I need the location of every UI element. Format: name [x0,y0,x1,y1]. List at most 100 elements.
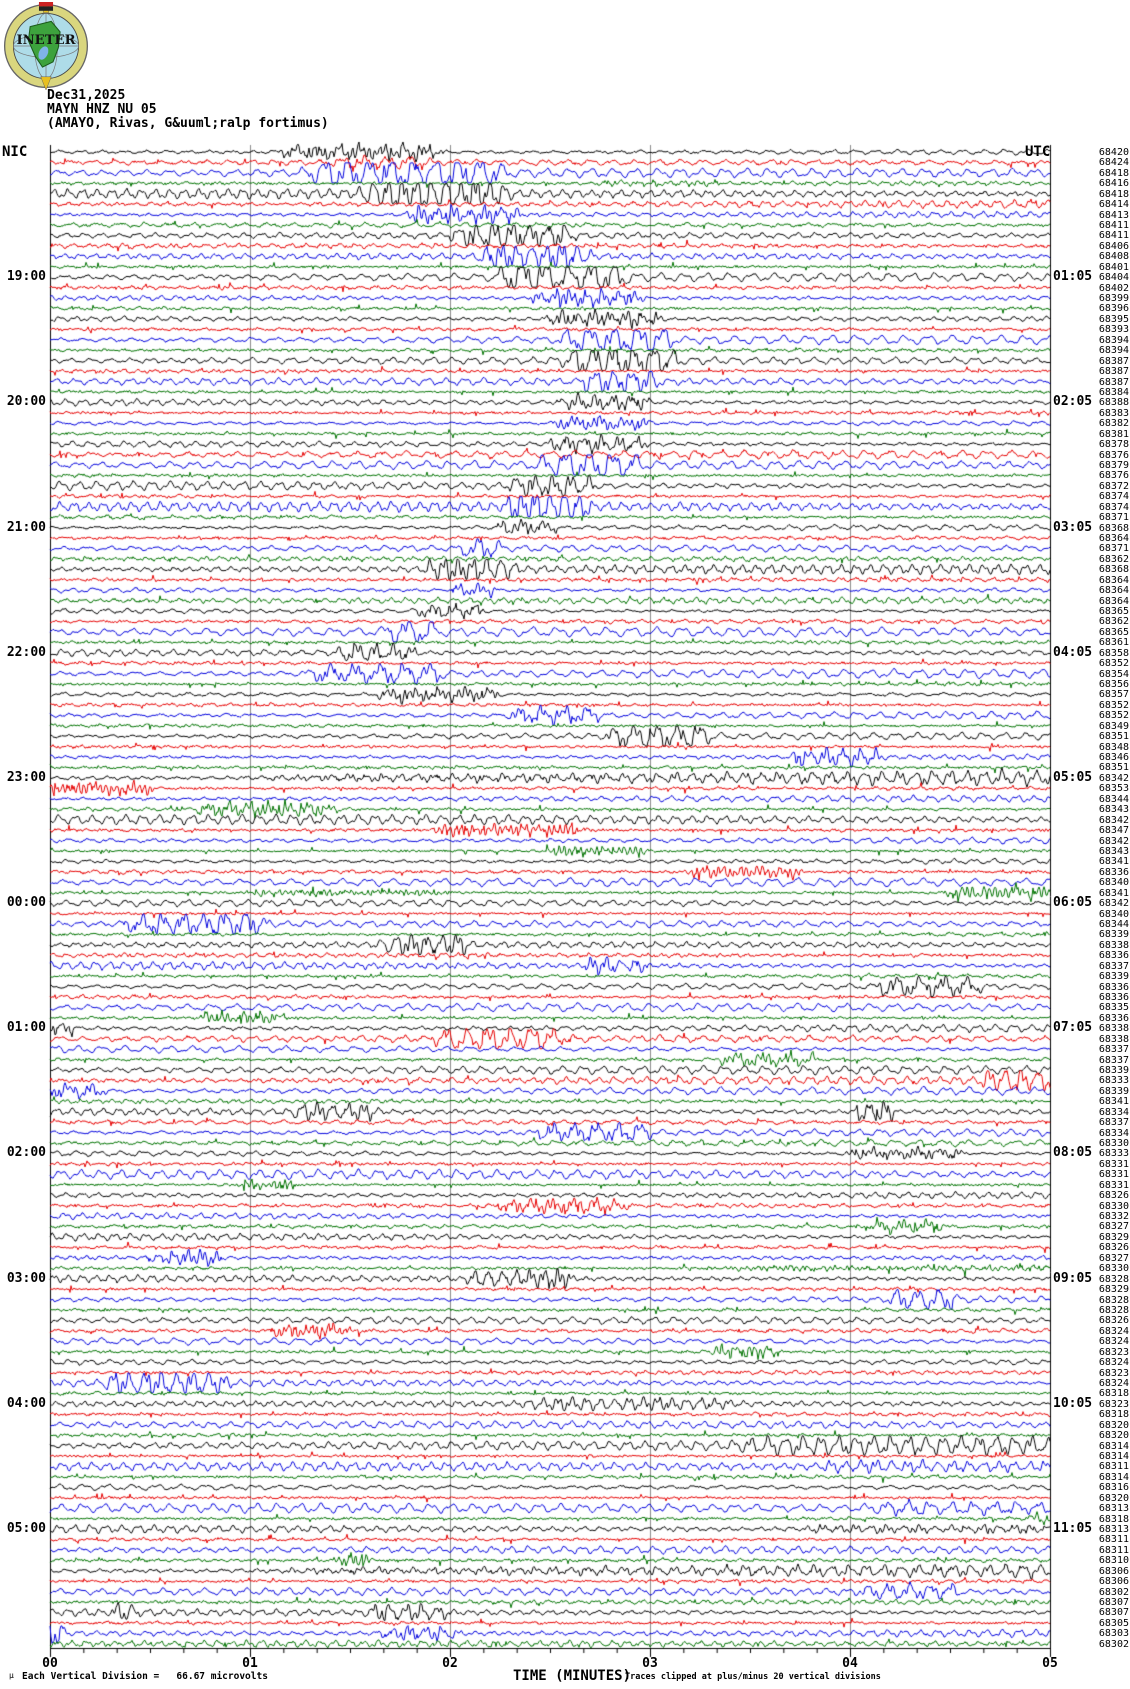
trace-row-number: 68351 [1098,762,1129,774]
trace-row-number: 68379 [1098,459,1129,471]
trace-row-number: 68342 [1098,898,1129,910]
trace-row-number: 68406 [1098,240,1129,252]
trace-row-number: 68371 [1098,543,1129,555]
trace-row-number: 68416 [1098,178,1129,190]
nic-hour-label: 03:00 [6,1270,46,1286]
trace-row-number: 68306 [1098,1565,1129,1577]
utc-hour-label: 10:05 [1053,1395,1093,1411]
trace-row-number: 68340 [1098,877,1129,889]
trace-row-number: 68374 [1098,501,1129,513]
trace-row-number: 68326 [1098,1190,1129,1202]
trace-row-number: 68342 [1098,835,1129,847]
trace-row-number: 68394 [1098,334,1129,346]
trace-row-number: 68337 [1098,1044,1129,1056]
trace-row-number: 68324 [1098,1336,1129,1348]
trace-row-number: 68342 [1098,814,1129,826]
utc-hour-label: 11:05 [1053,1521,1093,1537]
trace-row-number: 68399 [1098,293,1129,305]
trace-row-number: 68331 [1098,1158,1129,1170]
trace-row-number: 68402 [1098,282,1129,294]
trace-row-number: 68320 [1098,1419,1129,1431]
trace-row-number: 68333 [1098,1148,1129,1160]
trace-row-number: 68334 [1098,1106,1129,1118]
trace-row-number: 68362 [1098,553,1129,565]
x-axis-tick-label: 04 [842,1656,858,1671]
trace-row-number: 68314 [1098,1440,1129,1452]
trace-row-number: 68305 [1098,1617,1129,1629]
trace-row-number: 68341 [1098,856,1129,868]
trace-row-number: 68404 [1098,272,1129,284]
trace-row-number: 68411 [1098,220,1129,232]
trace-row-number: 68395 [1098,313,1129,325]
trace-row-number: 68330 [1098,1138,1129,1150]
nic-hour-label: 19:00 [6,269,46,285]
trace-row-number: 68362 [1098,616,1129,628]
trace-row-number: 68414 [1098,199,1129,211]
trace-row-number: 68365 [1098,626,1129,638]
ineter-logo: INETER [3,2,89,90]
trace-row-number: 68352 [1098,710,1129,722]
utc-hour-label: 05:05 [1053,769,1093,785]
trace-row-number: 68339 [1098,971,1129,983]
trace-row-number: 68396 [1098,303,1129,315]
trace-row-number: 68327 [1098,1221,1129,1233]
trace-row-number: 68313 [1098,1524,1129,1536]
nic-hour-label: 23:00 [6,769,46,785]
trace-row-number: 68320 [1098,1430,1129,1442]
clip-note: Traces clipped at plus/minus 20 vertical… [625,1672,881,1682]
trace-row-number: 68326 [1098,1242,1129,1254]
trace-row-number: 68342 [1098,772,1129,784]
trace-row-number: 68324 [1098,1357,1129,1369]
trace-row-number: 68336 [1098,950,1129,962]
trace-row-number: 68364 [1098,585,1129,597]
trace-row-number: 68337 [1098,1117,1129,1129]
station-location: (AMAYO, Rivas, G&uuml;ralp fortimus) [47,116,329,131]
nic-hour-label: 22:00 [6,644,46,660]
trace-row-number: 68424 [1098,157,1129,169]
trace-row-number: 68368 [1098,564,1129,576]
trace-row-number: 68331 [1098,1169,1129,1181]
scale-note: Each Vertical Division = 66.67 microvolt… [22,1671,268,1682]
trace-row-number: 68346 [1098,752,1129,764]
trace-row-number: 68351 [1098,731,1129,743]
trace-row-number: 68302 [1098,1586,1129,1598]
nicaragua-map [27,20,61,68]
trace-row-number: 68323 [1098,1367,1129,1379]
trace-row-number: 68328 [1098,1294,1129,1306]
trace-row-number: 68329 [1098,1231,1129,1243]
nic-hour-label: 00:00 [6,895,46,911]
trace-row-number: 68329 [1098,1284,1129,1296]
nic-hour-label: 04:00 [6,1395,46,1411]
trace-row-number: 68338 [1098,1023,1129,1035]
trace-row-number: 68388 [1098,397,1129,409]
x-axis-tick-label: 02 [442,1656,458,1671]
trace-row-number: 68320 [1098,1492,1129,1504]
utc-hour-label: 01:05 [1053,269,1093,285]
trace-row-number: 68302 [1098,1638,1129,1650]
trace-row-number: 68387 [1098,376,1129,388]
utc-hour-label: 02:05 [1053,394,1093,410]
trace-row-number: 68387 [1098,355,1129,367]
trace-row-number: 68347 [1098,825,1129,837]
trace-row-number: 68303 [1098,1628,1129,1640]
utc-hour-label: 04:05 [1053,644,1093,660]
trace-row-number: 68358 [1098,647,1129,659]
trace-row-number: 68384 [1098,386,1129,398]
trace-row-number: 68339 [1098,1065,1129,1077]
trace-row-number: 68341 [1098,887,1129,899]
trace-row-number: 68332 [1098,1211,1129,1223]
trace-row-number: 68306 [1098,1576,1129,1588]
utc-hour-label: 07:05 [1053,1020,1093,1036]
pin-icon [40,76,52,90]
trace-row-number: 68328 [1098,1304,1129,1316]
nic-hour-label: 20:00 [6,394,46,410]
trace-row-number: 68420 [1098,147,1129,158]
trace-row-number: 68337 [1098,1054,1129,1066]
trace-row-number: 68324 [1098,1377,1129,1389]
trace-row-number: 68311 [1098,1461,1129,1473]
trace-row-number: 68394 [1098,345,1129,357]
station-code: MAYN HNZ NU 05 [47,102,157,117]
trace-row-number: 68323 [1098,1398,1129,1410]
trace-row-number: 68338 [1098,939,1129,951]
